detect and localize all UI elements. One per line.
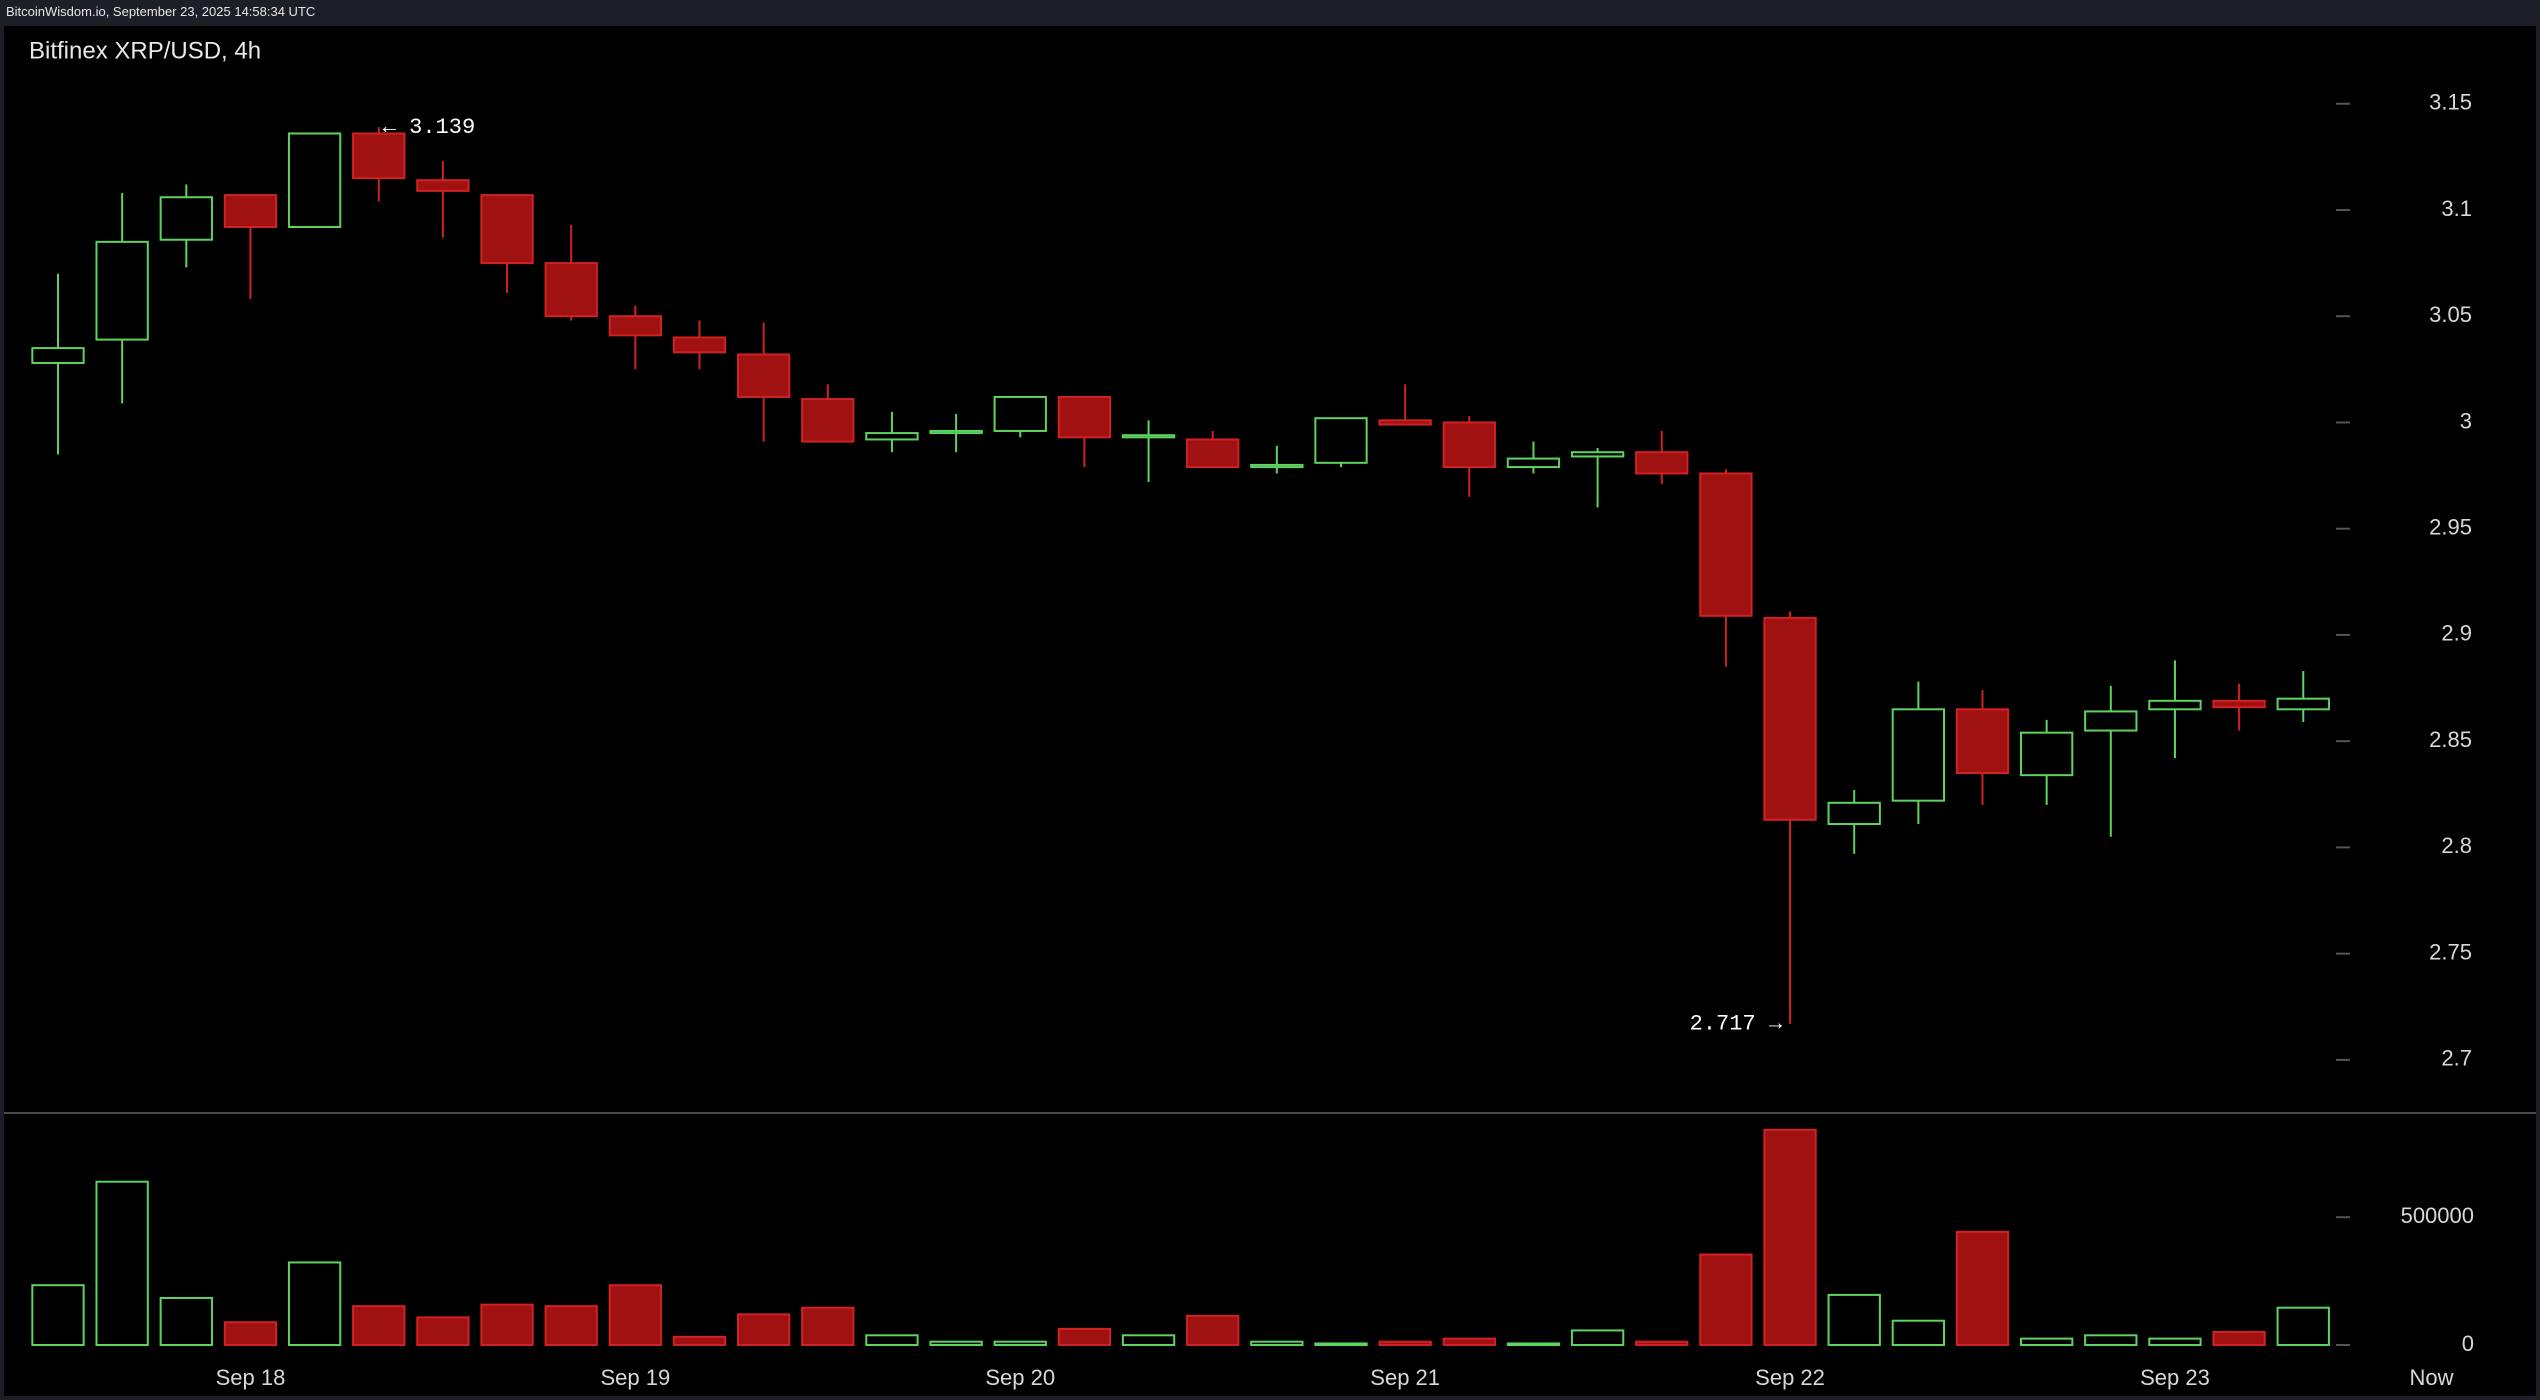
candle-body [672,336,727,354]
volume-bar [993,1340,1047,1346]
candle-body [416,179,470,192]
candle-body [1250,463,1304,469]
volume-bar [1891,1319,1946,1346]
candle-body [1763,616,1817,821]
volume-bar [672,1335,727,1347]
candle-body [544,262,598,318]
y-tick-label: 3.15 [2429,90,2472,115]
candle-body [287,132,342,228]
volume-bar [1506,1342,1561,1347]
candle-body [1635,451,1689,475]
volume-bar [480,1303,534,1346]
y-tick-label: 3.05 [2429,302,2472,327]
volume-tick-label: 0 [2462,1331,2474,1356]
candle-body [1186,438,1240,469]
candle-body [865,432,919,441]
volume-bar [1763,1128,1817,1347]
candle-body [1827,801,1881,826]
volume-bar [1635,1340,1689,1346]
volume-bar [1699,1253,1753,1346]
volume-bar [1442,1337,1496,1346]
candle-body [1955,708,2010,775]
candle-body [1570,451,1625,458]
volume-bar [95,1180,149,1346]
candle-body [352,132,406,180]
candle-body [2084,710,2138,732]
candle-body [159,196,213,241]
header: BitcoinWisdom.io, September 23, 2025 14:… [6,4,316,19]
volume-bar [1827,1293,1881,1347]
candle-body [1442,421,1496,469]
volume-bar [1250,1340,1304,1346]
x-tick-label: Sep 18 [216,1365,286,1390]
y-tick-label: 2.85 [2429,727,2472,752]
x-tick-label: Sep 20 [985,1365,1055,1390]
volume-bar [1186,1314,1240,1347]
volume-bar [1314,1342,1368,1347]
candle-body [1378,419,1432,426]
volume-bar [865,1334,919,1347]
volume-bar [31,1284,85,1346]
volume-bar [1955,1230,2010,1347]
volume-bar [544,1305,598,1346]
volume-bar [1121,1334,1176,1347]
y-tick-label: 3 [2460,408,2472,433]
candle-body [2212,699,2266,709]
volume-bar [1570,1329,1625,1347]
candle-body [1699,472,1753,617]
x-tick-label: Sep 19 [600,1365,670,1390]
volume-tick-label: 500000 [2401,1203,2474,1228]
x-tick-label: Sep 21 [1370,1365,1440,1390]
y-tick-label: 2.8 [2441,833,2472,858]
candle-body [31,347,85,364]
volume-bar [1378,1340,1432,1346]
candle-body [480,194,534,265]
volume-bar [287,1261,342,1347]
volume-bar [352,1305,406,1346]
volume-bar [159,1296,213,1347]
annotation: ← 3.139 [383,115,475,140]
chart-title: Bitfinex XRP/USD, 4h [29,37,261,64]
volume-bar [2148,1337,2202,1346]
candle-body [608,315,663,337]
y-tick-label: 2.7 [2441,1046,2472,1071]
volume-bar [2212,1330,2266,1347]
volume-bar [2019,1337,2074,1346]
volume-bar [2276,1306,2330,1346]
candle-body [2148,699,2202,711]
volume-bar [736,1313,791,1347]
volume-bar [801,1306,855,1346]
annotation: 2.717 → [1690,1012,1783,1037]
volume-bar [929,1340,983,1346]
candle-body [993,395,1047,432]
candle-body [929,429,983,435]
y-tick-label: 2.95 [2429,515,2472,540]
volume-bar [1057,1327,1112,1347]
candle-body [736,353,791,398]
y-tick-label: 2.9 [2441,621,2472,646]
x-end-label: Now [2410,1365,2454,1390]
candle-body [801,398,855,443]
volume-bar [2084,1334,2138,1347]
y-tick-label: 2.75 [2429,939,2472,964]
candle-body [1121,434,1176,439]
candle-body [2276,697,2330,711]
candle-body [1891,708,1946,802]
candle-body [95,240,149,341]
x-tick-label: Sep 23 [2140,1365,2210,1390]
candle-body [1314,417,1368,464]
candle-body [1506,457,1561,469]
volume-bar [608,1284,663,1346]
candle-body [223,194,278,228]
x-tick-label: Sep 22 [1755,1365,1825,1390]
volume-bar [223,1321,278,1347]
candle-body [2019,731,2074,777]
volume-bar [416,1316,470,1347]
chart-area [4,26,2536,1396]
y-tick-label: 3.1 [2441,196,2472,221]
candle-body [1057,395,1112,439]
